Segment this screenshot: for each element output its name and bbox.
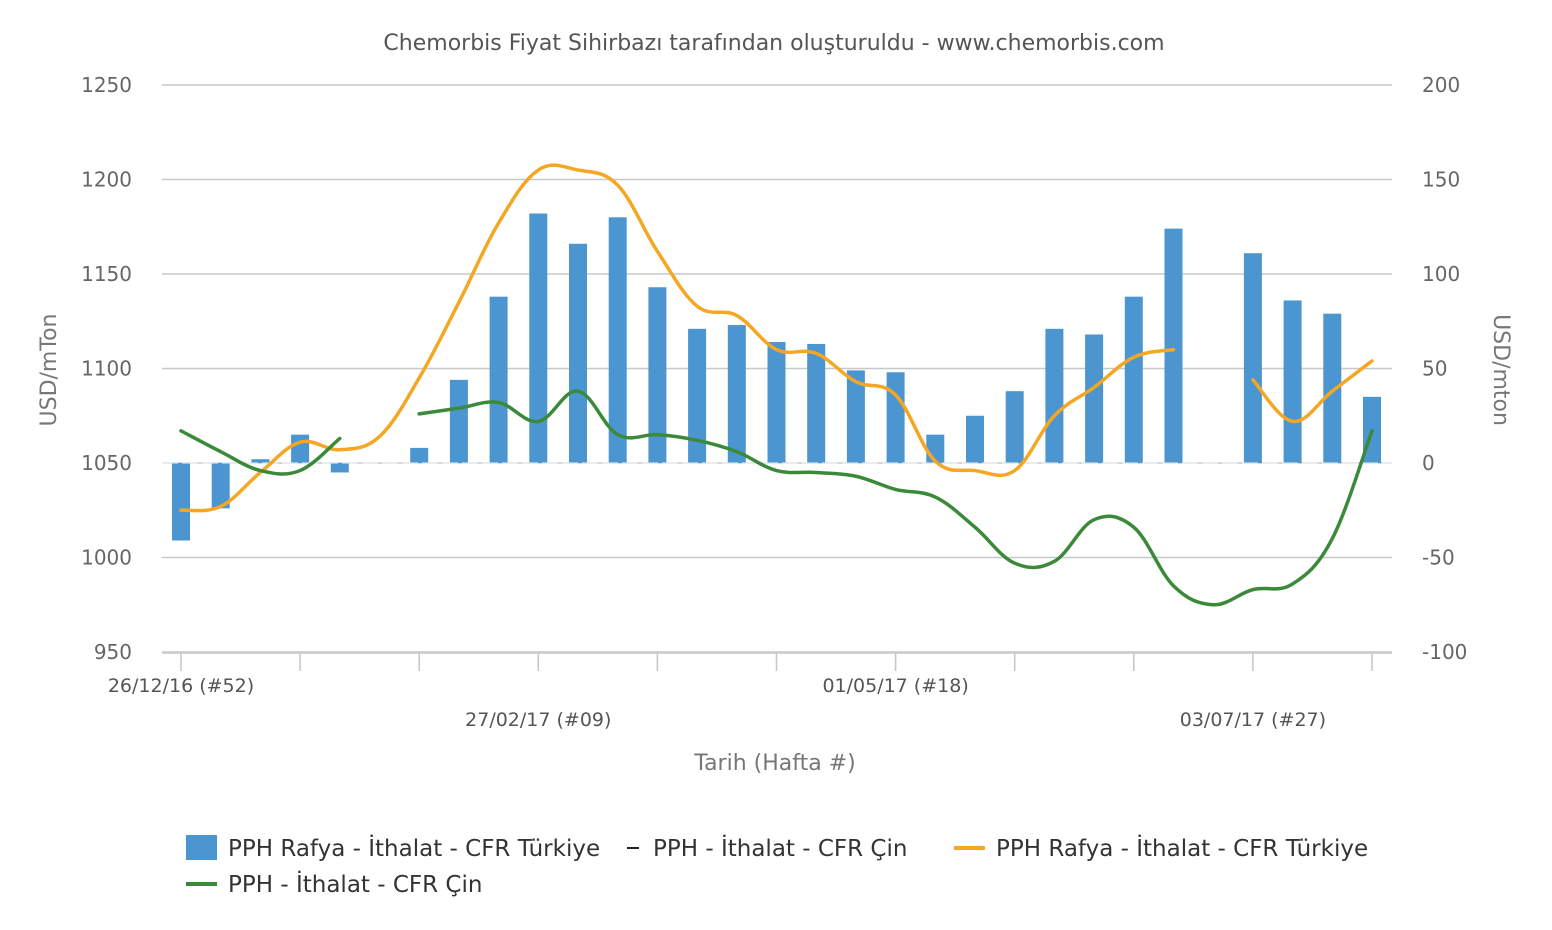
y-left-tick-label: 1100 — [81, 357, 132, 381]
bar — [966, 415, 984, 463]
x-tick-label: 01/05/17 (#18) — [822, 675, 968, 697]
series-line — [417, 389, 1374, 607]
y-left-tick-label: 950 — [94, 640, 132, 664]
y-right-tick-label: 150 — [1422, 168, 1460, 192]
series-line — [179, 163, 1176, 513]
bar — [846, 370, 865, 463]
y-left-tick-label: 1150 — [81, 262, 132, 286]
y-right-tick-label: 50 — [1422, 357, 1447, 381]
bar — [330, 463, 349, 473]
legend-label: PPH Rafya - İthalat - CFR Türkiye — [228, 834, 600, 862]
line-series — [179, 163, 1374, 607]
bar — [1005, 391, 1024, 463]
bar — [1243, 253, 1262, 463]
y-axis-right-title: USD/mton — [1488, 314, 1513, 426]
legend-label: PPH - İthalat - CFR Çin — [653, 834, 907, 862]
bar — [211, 463, 230, 509]
legend-label: PPH Rafya - İthalat - CFR Türkiye — [996, 834, 1368, 862]
bar — [172, 463, 190, 541]
x-tick-label: 27/02/17 (#09) — [465, 709, 611, 731]
bar-series — [162, 213, 1392, 541]
bar — [648, 287, 667, 463]
legend: PPH Rafya - İthalat - CFR Türkiye PPH - İ… — [186, 834, 1368, 898]
y-axis-right: 200 150 100 50 0 -50 -100 — [1422, 73, 1467, 664]
bar — [410, 447, 429, 463]
y-right-tick-label: -50 — [1422, 546, 1455, 570]
bar — [1124, 296, 1143, 463]
bar — [449, 379, 468, 463]
bar — [608, 217, 627, 463]
bar — [1323, 313, 1342, 463]
bar — [1164, 228, 1183, 463]
y-left-tick-label: 1000 — [81, 546, 132, 570]
legend-label: PPH - İthalat - CFR Çin — [228, 870, 482, 898]
bar — [1085, 334, 1104, 463]
bar — [489, 296, 508, 463]
y-axis-left: 1250 1200 1150 1100 1050 1000 950 — [81, 73, 132, 664]
x-axis: 26/12/16 (#52) 27/02/17 (#09) 01/05/17 (#1… — [108, 652, 1392, 731]
x-tick-label: 03/07/17 (#27) — [1180, 709, 1326, 731]
bar — [767, 342, 786, 463]
y-right-tick-label: 100 — [1422, 262, 1460, 286]
bar — [1045, 328, 1064, 463]
bar — [727, 325, 746, 463]
bar — [1283, 300, 1302, 463]
y-axis-left-title: USD/mTon — [37, 314, 62, 427]
bar — [529, 213, 548, 463]
legend-swatch-bar — [186, 835, 217, 860]
x-axis-title: Tarih (Hafta #) — [693, 751, 855, 776]
y-right-tick-label: 0 — [1422, 451, 1435, 475]
y-right-tick-label: 200 — [1422, 73, 1460, 97]
bar — [291, 434, 310, 463]
series-line — [1251, 359, 1374, 424]
x-tick-label: 26/12/16 (#52) — [108, 675, 254, 697]
y-right-tick-label: -100 — [1422, 640, 1467, 664]
bar — [807, 343, 826, 463]
bar — [886, 372, 905, 463]
y-left-tick-label: 1050 — [81, 451, 132, 475]
y-left-tick-label: 1250 — [81, 73, 132, 97]
chart-title: Chemorbis Fiyat Sihirbazı tarafından olu… — [383, 31, 1164, 56]
bar — [251, 459, 270, 463]
y-left-tick-label: 1200 — [81, 168, 132, 192]
bar — [569, 243, 587, 463]
bar — [688, 328, 707, 463]
series-line — [179, 429, 342, 476]
